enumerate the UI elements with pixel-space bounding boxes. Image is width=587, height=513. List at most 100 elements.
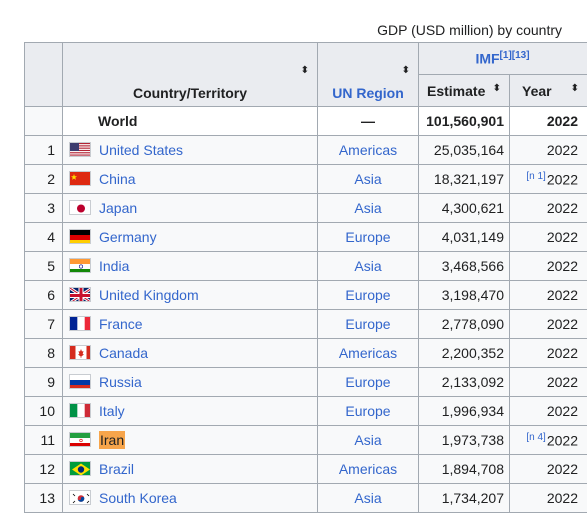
country-cell: Brazil	[63, 455, 318, 484]
region-cell: Europe	[318, 281, 419, 310]
year-header-label: Year	[522, 83, 552, 99]
estimate-cell: 25,035,164	[419, 136, 510, 165]
region-cell: Europe	[318, 223, 419, 252]
country-link[interactable]: France	[99, 316, 143, 332]
table-caption: GDP (USD million) by country	[0, 22, 562, 38]
region-link[interactable]: Asia	[354, 200, 381, 216]
us-flag-icon	[69, 142, 91, 157]
rank-cell: 6	[25, 281, 63, 310]
year-value: 2022	[547, 142, 578, 158]
year-cell: [n 4]2022	[510, 426, 587, 455]
year-cell: 2022	[510, 136, 587, 165]
country-link[interactable]: Japan	[99, 200, 137, 216]
country-cell: Germany	[63, 223, 318, 252]
brazil-flag-icon	[69, 461, 91, 476]
footnote-link[interactable]: [n 1]	[526, 171, 545, 182]
year-header[interactable]: Year ⬍	[510, 75, 587, 107]
country-cell: South Korea	[63, 484, 318, 513]
rank-cell: 9	[25, 368, 63, 397]
region-header[interactable]: UN Region ⬍	[318, 43, 419, 107]
region-link[interactable]: Americas	[339, 142, 397, 158]
country-link[interactable]: South Korea	[99, 490, 177, 506]
china-flag-icon	[69, 171, 91, 186]
country-cell: Japan	[63, 194, 318, 223]
region-cell: Asia	[318, 165, 419, 194]
country-link[interactable]: United Kingdom	[99, 287, 199, 303]
country-link[interactable]: United States	[99, 142, 183, 158]
year-value: 2022	[547, 345, 578, 361]
estimate-cell: 2,133,092	[419, 368, 510, 397]
region-link[interactable]: Europe	[345, 287, 390, 303]
imf-header: IMF[1][13]	[419, 43, 587, 75]
country-link[interactable]: Iran	[99, 431, 125, 449]
world-estimate: 101,560,901	[419, 107, 510, 136]
country-link[interactable]: Germany	[99, 229, 157, 245]
year-cell: 2022	[510, 339, 587, 368]
year-cell: 2022	[510, 194, 587, 223]
gdp-table: Country/Territory ⬍ UN Region ⬍ IMF[1][1…	[24, 42, 587, 513]
country-cell: United Kingdom	[63, 281, 318, 310]
world-name: World	[63, 107, 318, 136]
sort-year-icon[interactable]: ⬍	[571, 83, 579, 94]
country-link[interactable]: Italy	[99, 403, 125, 419]
region-cell: Asia	[318, 252, 419, 281]
country-link[interactable]: Russia	[99, 374, 142, 390]
estimate-cell: 4,031,149	[419, 223, 510, 252]
country-cell: China	[63, 165, 318, 194]
country-link[interactable]: China	[99, 171, 136, 187]
region-link[interactable]: Asia	[354, 171, 381, 187]
year-value: 2022	[547, 316, 578, 332]
year-cell: 2022	[510, 455, 587, 484]
imf-refs[interactable]: [1][13]	[500, 50, 530, 61]
year-value: 2022	[547, 432, 578, 448]
estimate-cell: 1,894,708	[419, 455, 510, 484]
rank-cell: 5	[25, 252, 63, 281]
region-cell: Asia	[318, 194, 419, 223]
country-link[interactable]: Canada	[99, 345, 148, 361]
estimate-header[interactable]: Estimate ⬍	[419, 75, 510, 107]
rank-cell: 13	[25, 484, 63, 513]
world-rank-cell	[25, 107, 63, 136]
region-link[interactable]: Americas	[339, 345, 397, 361]
region-link[interactable]: Asia	[354, 490, 381, 506]
footnote-link[interactable]: [n 4]	[526, 432, 545, 443]
estimate-header-label: Estimate	[427, 83, 485, 99]
region-link[interactable]: Europe	[345, 403, 390, 419]
region-cell: Europe	[318, 368, 419, 397]
region-link[interactable]: Europe	[345, 374, 390, 390]
italy-flag-icon	[69, 403, 91, 418]
region-link[interactable]: Americas	[339, 461, 397, 477]
rank-cell: 7	[25, 310, 63, 339]
world-region: —	[318, 107, 419, 136]
year-cell: 2022	[510, 397, 587, 426]
region-link[interactable]: Europe	[345, 316, 390, 332]
country-cell: United States	[63, 136, 318, 165]
sort-estimate-icon[interactable]: ⬍	[493, 83, 501, 94]
year-cell: 2022	[510, 484, 587, 513]
region-cell: Americas	[318, 136, 419, 165]
estimate-cell: 4,300,621	[419, 194, 510, 223]
country-link[interactable]: India	[99, 258, 129, 274]
region-link[interactable]: Asia	[354, 432, 381, 448]
region-link[interactable]: Asia	[354, 258, 381, 274]
imf-link[interactable]: IMF	[475, 51, 499, 67]
rank-cell: 2	[25, 165, 63, 194]
region-cell: Asia	[318, 484, 419, 513]
country-header[interactable]: Country/Territory ⬍	[63, 43, 318, 107]
rank-cell: 8	[25, 339, 63, 368]
country-link[interactable]: Brazil	[99, 461, 134, 477]
un-region-link[interactable]: UN Region	[332, 85, 404, 101]
estimate-cell: 1,996,934	[419, 397, 510, 426]
sort-region-icon[interactable]: ⬍	[402, 65, 410, 76]
sort-country-icon[interactable]: ⬍	[301, 65, 309, 76]
france-flag-icon	[69, 316, 91, 331]
year-cell: 2022	[510, 281, 587, 310]
region-link[interactable]: Europe	[345, 229, 390, 245]
